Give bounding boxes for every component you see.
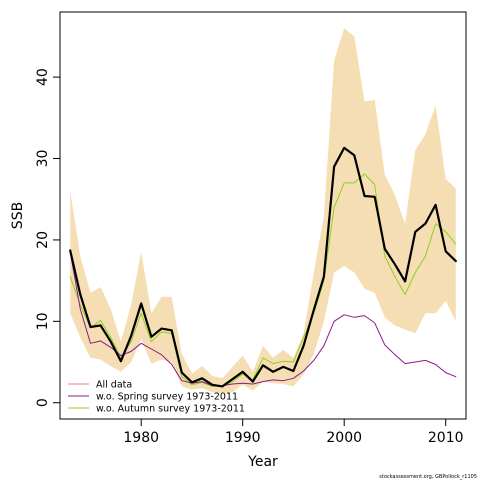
series-line-3 <box>69 173 457 387</box>
series-line-2 <box>69 251 457 387</box>
series-line-1 <box>69 146 457 388</box>
y-tick-label: 40 <box>35 68 51 86</box>
series-layer <box>69 146 457 388</box>
y-tick-label: 30 <box>35 150 51 168</box>
confidence-band-layer <box>70 28 456 394</box>
y-tick-label: 20 <box>35 231 51 249</box>
x-tick-label: 1980 <box>123 430 159 446</box>
legend-label-1: All data <box>96 380 132 391</box>
legend-label-3: w.o. Autumn survey 1973-2011 <box>96 404 245 415</box>
y-tick-label: 0 <box>35 398 51 407</box>
x-axis-label: Year <box>247 454 278 470</box>
y-tick-label: 10 <box>35 312 51 330</box>
x-tick-label: 1990 <box>225 430 261 446</box>
x-axis: 1980 1990 2000 2010 <box>123 418 464 446</box>
footer-credit: stockassessment.org, GBPollock_r1105 <box>379 474 477 480</box>
legend-label-2: w.o. Spring survey 1973-2011 <box>96 392 238 403</box>
x-tick-label: 2000 <box>326 430 362 446</box>
y-axis-label: SSB <box>10 202 26 229</box>
y-axis: 0 10 20 30 40 <box>35 68 61 407</box>
x-tick-label: 2010 <box>428 430 464 446</box>
confidence-band <box>70 28 456 394</box>
